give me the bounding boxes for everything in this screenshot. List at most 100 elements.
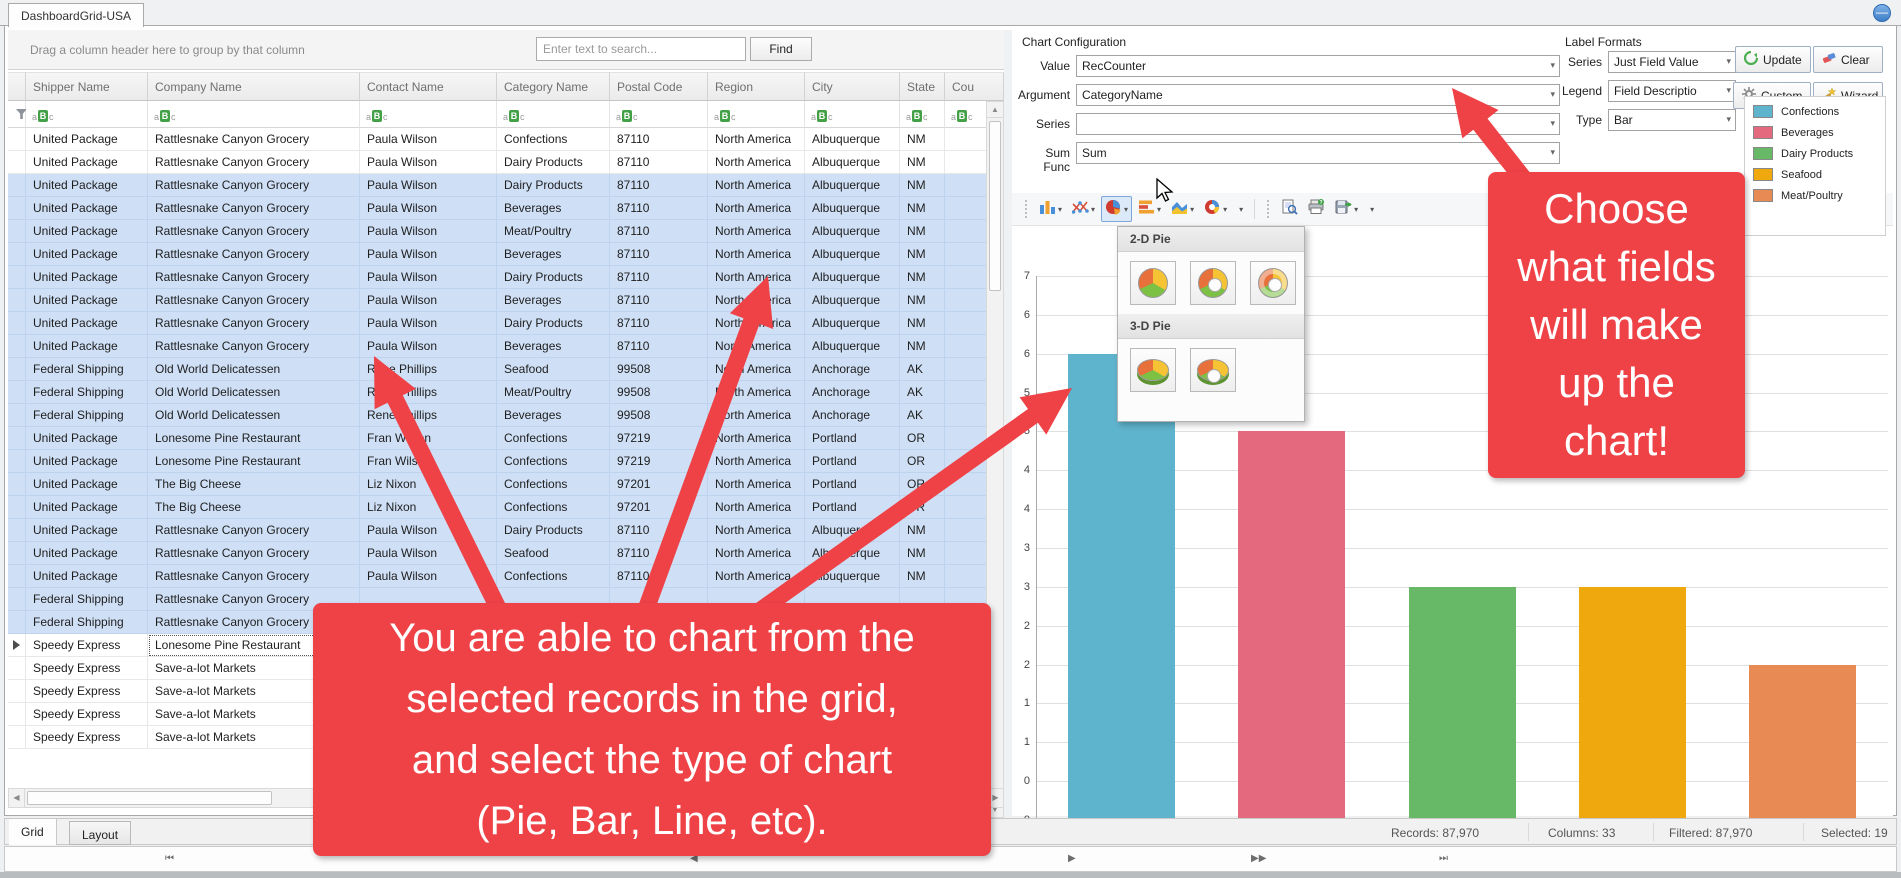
doughnut-chart-icon-button[interactable]: ▾ — [1200, 196, 1231, 222]
point-chart-icon-button[interactable]: ▾ — [1068, 196, 1099, 222]
chart-bar-seafood[interactable] — [1578, 586, 1686, 820]
grid-cell[interactable]: United Package — [26, 243, 148, 266]
pie-chart-icon-button[interactable]: ▾ — [1101, 196, 1133, 222]
grid-cell[interactable]: Fran Wilson — [360, 427, 497, 450]
grid-cell[interactable]: Paula Wilson — [360, 335, 497, 358]
clear-button[interactable]: Clear — [1813, 46, 1883, 73]
grid-cell[interactable]: Paula Wilson — [360, 197, 497, 220]
grid-cell[interactable]: Paula Wilson — [360, 266, 497, 289]
grid-cell[interactable]: Paula Wilson — [360, 519, 497, 542]
grid-cell[interactable]: Fran Wilson — [360, 450, 497, 473]
grid-cell[interactable]: NM — [900, 335, 945, 358]
search-input[interactable]: Enter text to search... — [536, 37, 746, 61]
grid-cell[interactable]: Confections — [497, 128, 610, 151]
grid-cell[interactable]: United Package — [26, 151, 148, 174]
grid-cell[interactable]: Rene Phillips — [360, 381, 497, 404]
table-row[interactable]: United Package Rattlesnake Canyon Grocery… — [8, 289, 1004, 312]
grid-cell[interactable]: United Package — [26, 289, 148, 312]
column-header-cou[interactable]: Cou — [945, 72, 1004, 101]
grid-cell[interactable]: United Package — [26, 128, 148, 151]
grid-cell[interactable]: Federal Shipping — [26, 611, 148, 634]
grid-cell[interactable]: Save-a-lot Markets — [148, 680, 360, 703]
minimize-button[interactable]: — — [1873, 4, 1891, 22]
grid-cell[interactable]: North America — [708, 358, 805, 381]
grid-cell[interactable]: Confections — [497, 450, 610, 473]
grid-cell[interactable]: Paula Wilson — [360, 542, 497, 565]
grid-cell[interactable]: Speedy Express — [26, 680, 148, 703]
grid-cell[interactable]: Confections — [497, 496, 610, 519]
grid-cell[interactable]: Albuquerque — [805, 289, 900, 312]
grid-cell[interactable]: Albuquerque — [805, 335, 900, 358]
grid-cell[interactable]: 87110 — [610, 335, 708, 358]
table-row[interactable]: United Package Rattlesnake Canyon Grocery… — [8, 128, 1004, 151]
format-combo-type[interactable]: Bar — [1608, 109, 1736, 131]
table-row[interactable]: United Package Rattlesnake Canyon Grocery… — [8, 197, 1004, 220]
grid-cell[interactable]: Paula Wilson — [360, 243, 497, 266]
grid-cell[interactable]: 99508 — [610, 381, 708, 404]
grid-cell[interactable]: North America — [708, 289, 805, 312]
column-header-company-name[interactable]: Company Name — [148, 72, 360, 101]
grid-cell[interactable]: AK — [900, 381, 945, 404]
grid-cell[interactable]: United Package — [26, 450, 148, 473]
grid-cell[interactable]: NM — [900, 220, 945, 243]
grid-cell[interactable]: United Package — [26, 542, 148, 565]
grid-cell[interactable]: NM — [900, 151, 945, 174]
grid-cell[interactable]: 87110 — [610, 542, 708, 565]
grid-cell[interactable]: Rattlesnake Canyon Grocery — [148, 197, 360, 220]
table-row[interactable]: United Package Rattlesnake Canyon Grocery… — [8, 243, 1004, 266]
update-button[interactable]: Update — [1735, 46, 1811, 73]
grid-cell[interactable]: OR — [900, 427, 945, 450]
grid-cell[interactable]: Albuquerque — [805, 220, 900, 243]
grid-cell[interactable]: Albuquerque — [805, 565, 900, 588]
column-header-category-name[interactable]: Category Name — [497, 72, 610, 101]
tab-layout[interactable]: Layout — [69, 821, 132, 845]
grid-cell[interactable]: NM — [900, 519, 945, 542]
grid-cell[interactable]: Rattlesnake Canyon Grocery — [148, 312, 360, 335]
grid-cell[interactable]: Albuquerque — [805, 197, 900, 220]
grid-cell[interactable]: Beverages — [497, 404, 610, 427]
grid-cell[interactable]: 97219 — [610, 450, 708, 473]
dropdown-button[interactable]: ▾ — [1233, 196, 1247, 222]
print-preview-icon-button[interactable] — [1277, 196, 1302, 222]
bar-chart-icon-button[interactable]: ▾ — [1035, 196, 1066, 222]
grid-cell[interactable]: 87110 — [610, 289, 708, 312]
grid-cell[interactable]: Anchorage — [805, 381, 900, 404]
table-row[interactable]: United Package Rattlesnake Canyon Grocery… — [8, 174, 1004, 197]
grid-cell[interactable]: Rattlesnake Canyon Grocery — [148, 335, 360, 358]
doughnut-menu-item[interactable] — [1190, 261, 1236, 305]
grid-cell[interactable]: 87110 — [610, 220, 708, 243]
grid-cell[interactable]: North America — [708, 312, 805, 335]
grid-cell[interactable]: North America — [708, 565, 805, 588]
grid-cell[interactable]: NM — [900, 312, 945, 335]
grid-cell[interactable]: Albuquerque — [805, 519, 900, 542]
grid-cell[interactable]: NM — [900, 565, 945, 588]
grid-cell[interactable]: North America — [708, 542, 805, 565]
print-icon-button[interactable]: ? — [1304, 196, 1329, 222]
grid-cell[interactable]: United Package — [26, 312, 148, 335]
table-row[interactable]: Federal Shipping Old World Delicatessen Re… — [8, 381, 1004, 404]
group-by-panel[interactable]: Drag a column header here to group by th… — [8, 30, 1004, 70]
chart-bar-dairy-products[interactable] — [1408, 586, 1516, 820]
grid-cell[interactable]: 87110 — [610, 243, 708, 266]
grid-cell[interactable]: Dairy Products — [497, 312, 610, 335]
grid-cell[interactable]: 99508 — [610, 404, 708, 427]
grid-cell[interactable]: North America — [708, 335, 805, 358]
column-header-postal-code[interactable]: Postal Code — [610, 72, 708, 101]
doughnut-3d-menu-item[interactable] — [1190, 348, 1236, 392]
table-row[interactable]: United Package Rattlesnake Canyon Grocery… — [8, 312, 1004, 335]
grid-cell[interactable]: United Package — [26, 427, 148, 450]
table-row[interactable]: United Package Rattlesnake Canyon Grocery… — [8, 565, 1004, 588]
grid-cell[interactable]: Meat/Poultry — [497, 381, 610, 404]
navigator-button[interactable]: ⏮ — [165, 853, 174, 864]
grid-cell[interactable]: United Package — [26, 335, 148, 358]
grid-cell[interactable]: Lonesome Pine Restaurant — [148, 427, 360, 450]
config-combo-series[interactable] — [1076, 113, 1560, 135]
grid-cell[interactable]: 97201 — [610, 473, 708, 496]
grid-cell[interactable]: North America — [708, 174, 805, 197]
grid-cell[interactable]: 87110 — [610, 197, 708, 220]
